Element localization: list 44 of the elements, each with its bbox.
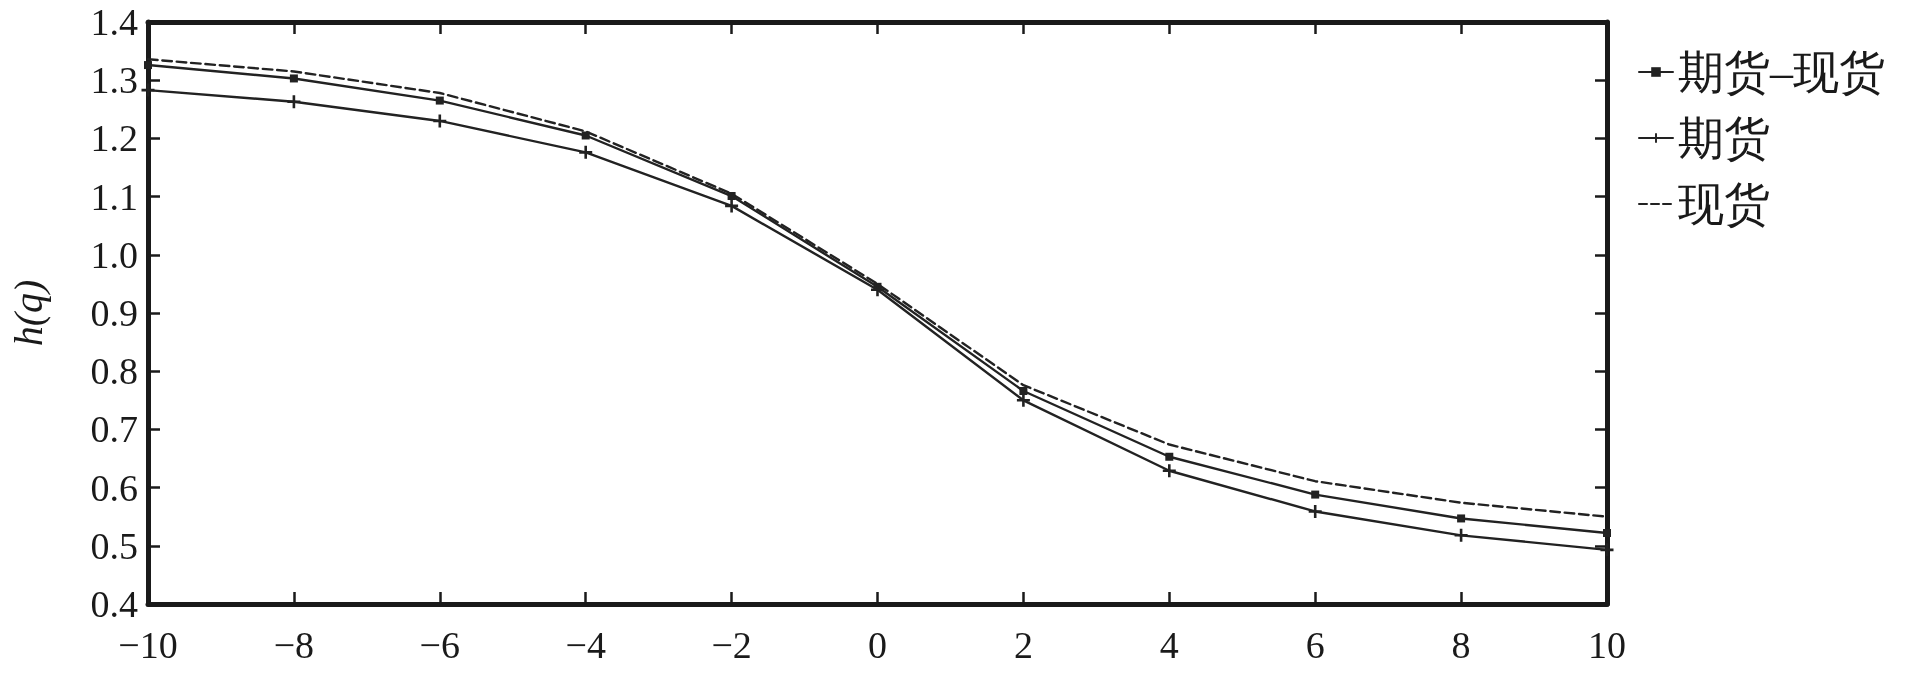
legend-label: 现货 [1678, 178, 1770, 230]
point [581, 131, 590, 140]
point [1165, 452, 1174, 461]
y-tick-label: 0.8 [90, 350, 138, 393]
point [1016, 393, 1030, 407]
x-tick-label: −6 [419, 624, 461, 666]
y-tick-label: 0.6 [90, 466, 138, 509]
point [435, 96, 444, 105]
x-tick-label: −8 [273, 624, 315, 666]
x-tick-label: 2 [1013, 624, 1033, 666]
point [1603, 529, 1611, 537]
y-axis-title: h(q) [5, 279, 51, 347]
point [1454, 528, 1468, 542]
x-tick-label: 10 [1588, 624, 1626, 666]
y-tick-label: 1.4 [90, 1, 138, 43]
x-tick-label: −10 [118, 624, 178, 666]
point [144, 61, 152, 70]
point [1308, 504, 1322, 518]
y-tick-label: 0.9 [90, 292, 138, 334]
point [1162, 464, 1176, 478]
point [579, 145, 593, 159]
x-tick-label: −2 [711, 624, 752, 666]
y-tick-label: 1.0 [90, 233, 138, 276]
x-tick-label: 4 [1159, 624, 1179, 666]
point [289, 74, 298, 83]
x-tick-label: 6 [1305, 624, 1325, 666]
x-tick-label: 0 [868, 624, 887, 666]
legend-label: 期货–现货 [1678, 46, 1885, 98]
x-tick-label: −4 [565, 624, 606, 666]
point [287, 95, 301, 109]
point [1457, 514, 1466, 523]
point [727, 192, 736, 201]
legend-label: 期货 [1678, 112, 1770, 164]
y-tick-label: 1.3 [90, 59, 138, 102]
point [1019, 386, 1028, 395]
y-tick-label: 0.5 [90, 524, 138, 567]
y-tick-label: 0.7 [90, 408, 138, 451]
y-tick-label: 1.1 [90, 175, 138, 218]
point [725, 199, 739, 213]
point [1311, 490, 1320, 499]
x-tick-label: 8 [1451, 624, 1471, 666]
point [433, 114, 447, 128]
y-tick-label: 0.4 [90, 583, 138, 625]
y-tick-label: 1.2 [90, 117, 138, 160]
